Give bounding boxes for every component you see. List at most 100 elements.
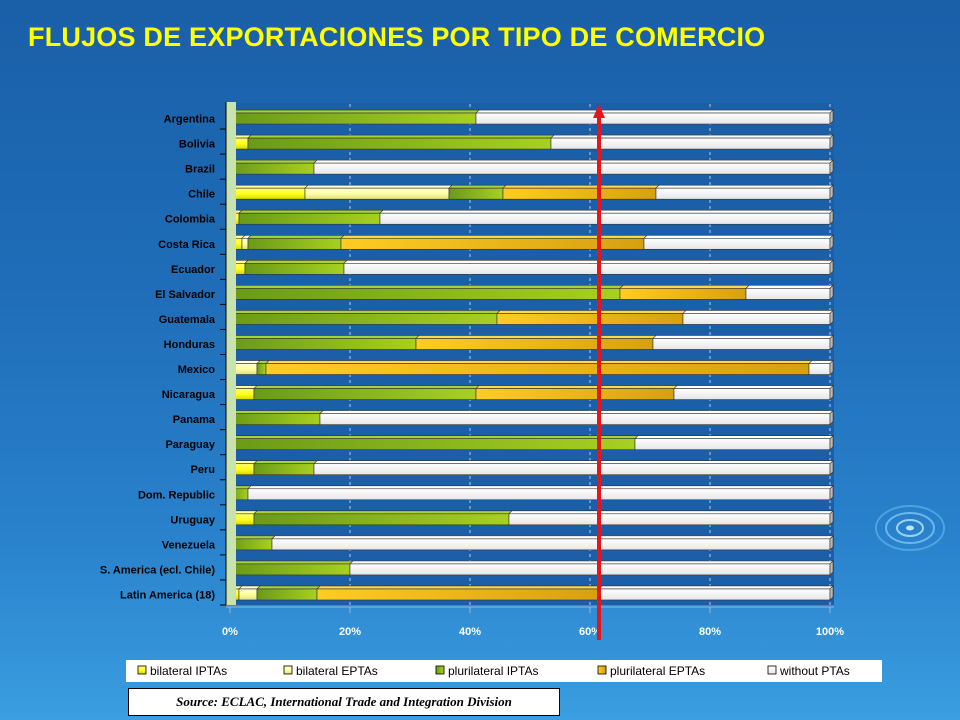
- bar-segment-plurilateral-eptas: [316, 588, 600, 601]
- bar-segment-plurilateral-iptas: [256, 363, 267, 375]
- bar-top-bilateral-eptas: [304, 184, 453, 189]
- bar-segment-without-ptas: [643, 237, 831, 250]
- bar-segment-plurilateral-eptas: [496, 313, 684, 325]
- category-label: Chile: [188, 189, 215, 201]
- x-tick-label: 60%: [579, 626, 601, 638]
- bar-segment-plurilateral-iptas: [229, 112, 477, 125]
- bar-row-bolivia: [229, 134, 834, 150]
- x-tick-label: 100%: [816, 626, 844, 638]
- bar-end-face: [829, 560, 834, 576]
- bar-end-face: [829, 460, 834, 476]
- bar-end-face: [829, 585, 834, 601]
- bar-end-face: [829, 234, 834, 250]
- bar-segment-plurilateral-eptas: [619, 288, 747, 300]
- bars: [229, 109, 834, 601]
- bar-end-face: [829, 384, 834, 401]
- bar-segment-plurilateral-iptas: [232, 563, 351, 576]
- bar-row-dom-republic: [229, 485, 834, 501]
- bar-segment-plurilateral-iptas: [253, 513, 510, 526]
- bar-segment-without-ptas: [319, 413, 831, 425]
- bar-top-plurilateral-iptas: [253, 460, 318, 465]
- bar-top-plurilateral-iptas: [229, 410, 324, 414]
- bar-top-without-ptas: [673, 385, 834, 389]
- category-label: Mexico: [178, 364, 216, 376]
- category-label: Bolivia: [179, 139, 216, 151]
- category-label: El Salvador: [155, 289, 216, 301]
- bar-segment-without-ptas: [673, 388, 831, 400]
- bar-segment-plurilateral-iptas: [247, 137, 552, 150]
- bar-row-ecuador: [229, 259, 834, 276]
- legend-box: [126, 660, 882, 682]
- bar-top-without-ptas: [271, 535, 834, 540]
- category-label: Venezuela: [162, 539, 216, 551]
- bar-top-plurilateral-eptas: [502, 184, 660, 189]
- bar-row-costa-rica: [229, 234, 834, 250]
- bar-segment-plurilateral-iptas: [253, 463, 315, 476]
- bar-top-without-ptas: [598, 585, 834, 590]
- bar-segment-without-ptas: [745, 288, 831, 300]
- bar-row-honduras: [229, 334, 834, 351]
- bar-top-plurilateral-iptas: [247, 234, 345, 239]
- bar-row-s-america-ecl-chile: [229, 560, 834, 576]
- bar-row-mexico: [229, 359, 834, 376]
- bar-segment-plurilateral-iptas: [256, 588, 318, 601]
- bar-top-without-ptas: [745, 285, 834, 289]
- legend-swatch-plurilateral-iptas: [435, 665, 445, 675]
- bar-segment-bilateral-eptas: [238, 588, 258, 601]
- bar-segment-without-ptas: [313, 162, 831, 175]
- bar-row-el-salvador: [229, 284, 834, 301]
- bar-top-plurilateral-eptas: [619, 285, 750, 289]
- bar-top-plurilateral-iptas: [229, 435, 639, 439]
- bar-end-face: [829, 284, 834, 301]
- bar-top-plurilateral-iptas: [229, 285, 624, 289]
- bar-row-argentina: [229, 109, 834, 125]
- bar-end-face: [829, 485, 834, 501]
- bar-row-nicaragua: [229, 384, 834, 401]
- bar-end-face: [829, 309, 834, 326]
- bar-top-plurilateral-iptas: [253, 385, 480, 389]
- bar-segment-plurilateral-eptas: [415, 338, 654, 350]
- category-label: Uruguay: [170, 514, 216, 526]
- stacked-bar-chart: Argentina Bolivia Brazil Chile Colombia Costa…: [99, 102, 882, 682]
- bar-top-without-ptas: [655, 184, 834, 189]
- slide-title: FLUJOS DE EXPORTACIONES POR TIPO DE COME…: [28, 22, 766, 52]
- bar-top-plurilateral-iptas: [229, 159, 318, 164]
- bar-row-chile: [229, 184, 834, 200]
- bar-segment-bilateral-eptas: [232, 363, 258, 375]
- category-label: Costa Rica: [158, 239, 216, 251]
- legend-swatch-bilateral-iptas: [137, 665, 147, 675]
- bar-end-face: [829, 434, 834, 451]
- bar-segment-plurilateral-iptas: [229, 313, 498, 325]
- category-label: Latin America (18): [120, 589, 215, 601]
- bar-end-face: [829, 109, 834, 125]
- category-label: Peru: [191, 464, 215, 476]
- bar-row-latin-america-18: [229, 585, 834, 601]
- bar-top-plurilateral-eptas: [415, 335, 657, 339]
- ripple-decoration: [875, 505, 945, 551]
- bar-row-paraguay: [229, 434, 834, 451]
- bar-end-face: [829, 334, 834, 351]
- bar-segment-plurilateral-iptas: [229, 538, 273, 551]
- bar-top-without-ptas: [550, 134, 834, 139]
- bar-row-uruguay: [229, 510, 834, 526]
- legend-label: bilateral EPTAs: [296, 664, 378, 678]
- bar-segment-bilateral-iptas: [229, 187, 306, 200]
- category-label: S. America (ecl. Chile): [100, 564, 215, 576]
- bar-segment-bilateral-eptas: [304, 187, 450, 200]
- bar-segment-without-ptas: [247, 488, 831, 501]
- legend-swatch-plurilateral-eptas: [597, 665, 607, 675]
- bar-end-face: [829, 409, 834, 426]
- bar-top-plurilateral-iptas: [229, 535, 276, 540]
- bar-end-face: [829, 359, 834, 376]
- bar-top-without-ptas: [808, 360, 834, 364]
- category-label: Paraguay: [165, 439, 215, 451]
- bar-segment-without-ptas: [343, 263, 831, 275]
- bar-segment-plurilateral-iptas: [253, 388, 477, 400]
- bar-segment-plurilateral-iptas: [229, 413, 321, 425]
- bar-segment-plurilateral-iptas: [247, 237, 342, 250]
- bar-row-peru: [229, 460, 834, 476]
- bar-segment-plurilateral-iptas: [238, 212, 381, 225]
- bar-end-face: [829, 209, 834, 225]
- bar-top-without-ptas: [682, 310, 834, 314]
- bar-segment-without-ptas: [313, 463, 831, 476]
